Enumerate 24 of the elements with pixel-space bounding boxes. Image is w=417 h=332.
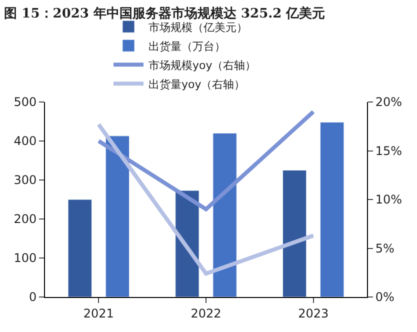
y-tick-label: 500	[14, 95, 37, 110]
y-tick-label: 400	[14, 134, 37, 148]
bar	[320, 122, 344, 297]
y-tick-label: 100	[14, 251, 37, 266]
legend-label: 出货量yoy（右轴）	[148, 78, 246, 91]
legend-label: 市场规模（亿美元）	[148, 20, 248, 34]
y-tick-label: 300	[14, 173, 37, 188]
x-tick-label: 2021	[83, 306, 114, 320]
bar	[212, 132, 237, 297]
y2-tick-label: 15%	[375, 144, 402, 158]
y2-tick-label: 20%	[375, 95, 402, 110]
bar	[105, 136, 130, 297]
y2-tick-label: 5%	[375, 241, 394, 256]
chart-title: 图 15：2023 年中国服务器市场规模达 325.2 亿美元	[4, 5, 326, 22]
bar	[68, 199, 92, 297]
y-tick-label: 0	[28, 290, 37, 304]
x-tick-label: 2022	[190, 306, 222, 320]
bar	[282, 170, 307, 297]
legend-label: 市场规模yoy（右轴）	[148, 58, 256, 72]
legend-label: 出货量（万台）	[148, 40, 226, 53]
y2-tick-label: 10%	[375, 192, 402, 207]
y-tick-label: 200	[14, 212, 37, 226]
y2-tick-label: 0%	[375, 290, 394, 304]
x-tick-label: 2023	[298, 306, 329, 320]
